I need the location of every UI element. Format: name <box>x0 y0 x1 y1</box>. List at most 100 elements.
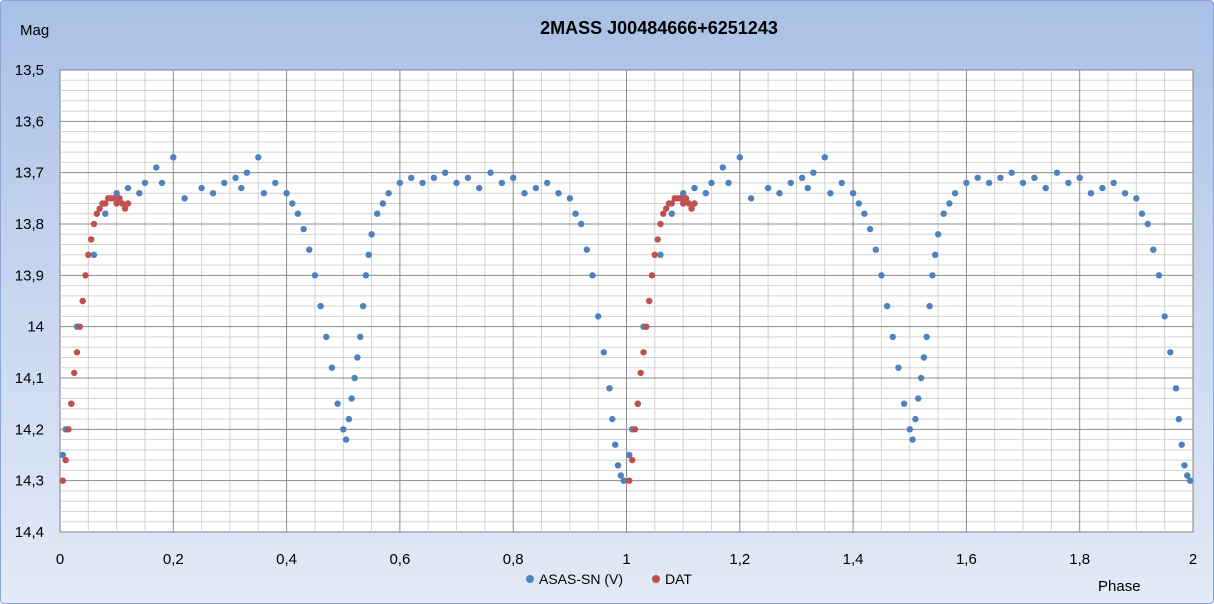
dat-point <box>73 349 81 356</box>
asas-sn-point <box>1087 190 1095 197</box>
asas-sn-point <box>1172 385 1180 392</box>
asas-sn-point <box>940 210 947 217</box>
asas-sn-point <box>113 190 120 197</box>
asas-sn-point <box>487 169 494 176</box>
asas-sn-point <box>691 184 698 192</box>
grid-lines <box>60 70 1193 532</box>
asas-sn-point <box>368 231 375 238</box>
asas-sn-point <box>532 184 540 192</box>
dat-point <box>643 323 650 330</box>
asas-sn-point <box>614 462 622 469</box>
asas-sn-point <box>1150 246 1157 253</box>
asas-sn-point <box>572 210 579 217</box>
dat-point <box>102 200 109 207</box>
asas-sn-point <box>1053 169 1061 176</box>
chart-title: 2MASS J00484666+6251243 <box>540 18 778 38</box>
legend: ASAS-SN (V) DAT <box>526 571 692 587</box>
asas-sn-point <box>408 174 415 181</box>
dat-point <box>654 236 661 243</box>
dat-point <box>663 205 670 212</box>
dat-point <box>88 236 95 243</box>
asas-sn-point <box>294 210 302 217</box>
asas-sn-point <box>498 179 506 187</box>
asas-sn-point <box>1167 349 1174 356</box>
asas-sn-point <box>849 190 857 197</box>
asas-sn-point <box>102 210 109 217</box>
asas-sn-point <box>680 190 687 197</box>
asas-sn-point <box>866 225 874 233</box>
dat-point <box>637 369 644 377</box>
dat-point <box>682 195 690 202</box>
dat-point <box>626 477 633 484</box>
dat-point <box>116 195 123 202</box>
y-tick-label: 13,6 <box>15 113 44 130</box>
asas-sn-point <box>895 364 902 371</box>
asas-sn-point <box>1178 441 1185 448</box>
y-tick-label: 14,4 <box>15 524 44 541</box>
dat-point <box>76 323 84 330</box>
asas-sn-point <box>946 200 953 207</box>
asas-sn-point <box>974 174 981 181</box>
dat-point <box>59 477 66 484</box>
x-tick-label: 0,4 <box>276 551 297 568</box>
asas-sn-point <box>725 179 732 187</box>
dat-point <box>651 251 658 258</box>
dat-point <box>96 205 103 212</box>
asas-sn-point <box>1181 462 1188 469</box>
asas-sn-point <box>668 210 675 217</box>
asas-sn-point <box>340 426 347 433</box>
dat-point <box>68 400 75 407</box>
asas-sn-point <box>1008 169 1015 176</box>
asas-sn-point <box>997 174 1004 181</box>
dat-point <box>688 205 695 212</box>
asas-sn-point <box>1144 220 1151 228</box>
asas-sn-point <box>923 333 930 341</box>
asas-sn-point <box>323 333 330 341</box>
asas-sn-point <box>934 231 942 238</box>
asas-sn-point <box>374 210 381 217</box>
asas-sn-point <box>929 272 936 279</box>
asas-sn-point <box>657 251 664 258</box>
x-tick-labels: 0 0,2 0,4 0,6 0,8 1 1,2 1,4 1,6 1,8 2 <box>56 551 1197 568</box>
asas-sn-point <box>708 179 715 187</box>
dat-point <box>660 210 667 217</box>
asas-sn-point <box>595 313 602 320</box>
y-tick-label: 14,3 <box>15 473 44 490</box>
asas-sn-point <box>736 154 743 161</box>
asas-sn-point <box>1184 472 1191 479</box>
asas-sn-point <box>909 436 916 443</box>
asas-sn-point <box>334 400 341 407</box>
asas-sn-point <box>1175 415 1183 423</box>
asas-sn-point <box>351 374 358 382</box>
dat-point <box>85 251 92 258</box>
asas-sn-point <box>878 272 885 279</box>
asas-sn-point <box>464 174 472 181</box>
dat-point <box>121 205 129 212</box>
asas-sn-point <box>136 190 143 197</box>
y-tick-label: 13,8 <box>15 216 44 233</box>
legend-label-asas: ASAS-SN (V) <box>539 571 623 587</box>
asas-sn-point <box>442 169 449 176</box>
dat-point <box>631 426 639 433</box>
asas-sn-point <box>243 169 251 176</box>
dat-point <box>657 220 664 228</box>
asas-sn-point <box>787 179 794 187</box>
dat-point <box>634 400 641 407</box>
asas-sn-point <box>328 364 336 371</box>
dat-point <box>691 200 698 207</box>
asas-sn-point <box>348 395 355 402</box>
legend-label-dat: DAT <box>665 571 692 587</box>
x-tick-label: 1,6 <box>956 551 977 568</box>
asas-sn-point <box>917 374 925 382</box>
dat-point <box>124 200 132 207</box>
asas-sn-point <box>566 195 574 202</box>
asas-sn-point <box>158 179 166 187</box>
dat-point <box>685 200 692 207</box>
asas-sn-point <box>1065 179 1072 187</box>
dat-point <box>90 220 98 228</box>
asas-sn-point <box>926 302 933 310</box>
asas-sn-point <box>915 395 922 402</box>
asas-sn-point <box>359 302 367 310</box>
x-tick-label: 0,6 <box>389 551 410 568</box>
